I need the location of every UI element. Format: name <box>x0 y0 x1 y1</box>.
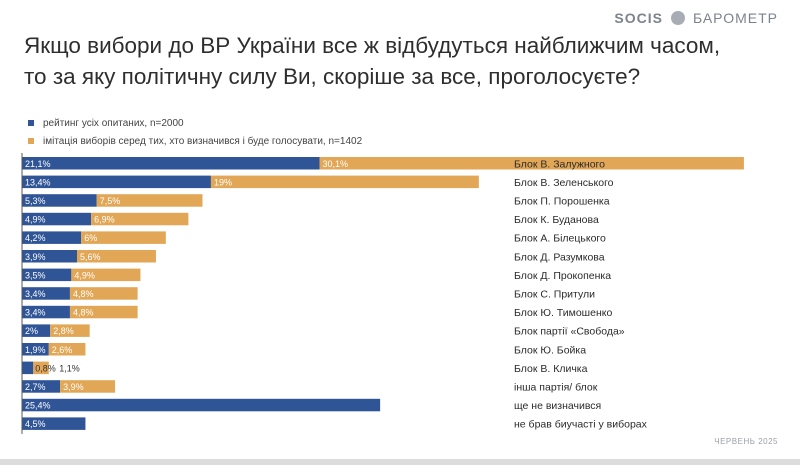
bar-rating <box>22 194 97 207</box>
bar-rating <box>22 287 70 300</box>
bar-rating <box>22 398 381 412</box>
bar-rating <box>22 212 92 226</box>
data-label-imitation: 5,6% <box>80 252 101 262</box>
bar-rating <box>22 343 49 356</box>
category-label: не брав биучасті у виборах <box>514 419 648 431</box>
category-label: Блок В. Кличка <box>514 363 588 375</box>
data-label-imitation: 3,9% <box>63 382 84 392</box>
bar-imitation <box>96 194 203 207</box>
bottom-band <box>0 459 800 465</box>
data-label-imitation: 2,6% <box>52 345 73 355</box>
data-label-imitation: 2,8% <box>53 326 74 336</box>
legend: рейтинг усіх опитаних, n=2000 імітація в… <box>28 114 362 150</box>
data-label-rating: 25,4% <box>25 401 51 411</box>
data-label-imitation: 30,1% <box>323 159 349 169</box>
data-label-rating: 4,2% <box>25 233 46 243</box>
category-label: Блок Д. Разумкова <box>514 251 605 263</box>
category-label: Блок В. Зеленського <box>514 177 614 189</box>
legend-item-rating: рейтинг усіх опитаних, n=2000 <box>28 114 362 132</box>
bar-imitation <box>69 305 138 319</box>
category-label: Блок Ю. Тимошенко <box>514 307 612 319</box>
bar-rating <box>22 324 51 337</box>
data-label-imitation: 7,5% <box>100 196 121 206</box>
bar-rating <box>22 417 86 430</box>
data-label-rating: 3,9% <box>25 252 46 262</box>
category-label: Блок В. Залужного <box>514 158 605 170</box>
data-label-imitation: 4,9% <box>74 270 95 280</box>
legend-label-rating: рейтинг усіх опитаних, n=2000 <box>43 117 184 129</box>
category-label: інша партія/ блок <box>514 381 598 393</box>
category-label: Блок С. Притули <box>514 288 595 300</box>
chart-title: Якщо вибори до ВР України все ж відбудут… <box>24 33 721 89</box>
bar-imitation <box>91 212 189 226</box>
data-label-rating: 0,8% <box>35 363 56 373</box>
category-label: Блок П. Порошенка <box>514 195 610 207</box>
bar-imitation <box>69 287 138 300</box>
category-label: Блок Ю. Бойка <box>514 344 586 356</box>
bar-imitation <box>76 250 156 263</box>
data-label-rating: 21,1% <box>25 159 51 169</box>
data-label-imitation: 4,8% <box>73 289 94 299</box>
brand: SOCIS БАРОМЕТР <box>614 10 778 26</box>
data-label-imitation: 1,1% <box>59 363 80 373</box>
bar-imitation <box>48 343 86 356</box>
legend-item-imitation: імітація виборів серед тих, хто визначив… <box>28 132 362 150</box>
legend-swatch-imitation <box>28 138 34 144</box>
bar-rating <box>22 157 320 170</box>
brand-badge-icon <box>670 11 685 25</box>
category-label: Блок Д. Прокопенка <box>514 270 611 282</box>
bar-imitation <box>60 380 116 393</box>
bar-imitation <box>81 231 166 244</box>
bar-rating <box>22 175 211 189</box>
category-label: Блок К. Буданова <box>514 214 599 226</box>
bar-rating <box>22 380 61 393</box>
category-label: Блок А. Білецького <box>514 233 606 245</box>
data-label-rating: 4,5% <box>25 419 46 429</box>
bar-imitation <box>33 361 49 375</box>
bar-imitation <box>210 175 479 189</box>
data-label-rating: 4,9% <box>25 215 46 225</box>
category-label: ще не визначився <box>514 400 601 412</box>
bar-rating <box>22 361 34 375</box>
data-label-imitation: 6,9% <box>94 215 115 225</box>
bar-imitation <box>71 268 141 282</box>
bar-rating <box>22 268 72 282</box>
brand-name: БАРОМЕТР <box>692 10 778 26</box>
data-label-rating: 13,4% <box>25 177 51 187</box>
legend-label-imitation: імітація виборів серед тих, хто визначив… <box>43 135 363 147</box>
brand-logo: SOCIS <box>614 10 663 26</box>
data-label-rating: 2% <box>25 326 38 336</box>
data-label-rating: 3,5% <box>25 270 46 280</box>
data-label-rating: 3,4% <box>25 308 46 318</box>
bar-rating <box>22 250 77 263</box>
bar-imitation <box>319 157 744 170</box>
data-label-rating: 1,9% <box>25 345 46 355</box>
footer-date: ЧЕРВЕНЬ 2025 <box>714 437 778 446</box>
data-label-rating: 2,7% <box>25 382 46 392</box>
bar-rating <box>22 231 82 244</box>
data-label-imitation: 6% <box>84 233 97 243</box>
data-label-rating: 3,4% <box>25 289 46 299</box>
legend-swatch-rating <box>28 120 34 126</box>
bar-imitation <box>50 324 90 337</box>
bar-rating <box>22 305 70 319</box>
category-label: Блок партії «Свобода» <box>514 326 625 338</box>
data-label-rating: 5,3% <box>25 196 46 206</box>
data-label-imitation: 19% <box>214 177 232 187</box>
data-label-imitation: 4,8% <box>73 308 94 318</box>
